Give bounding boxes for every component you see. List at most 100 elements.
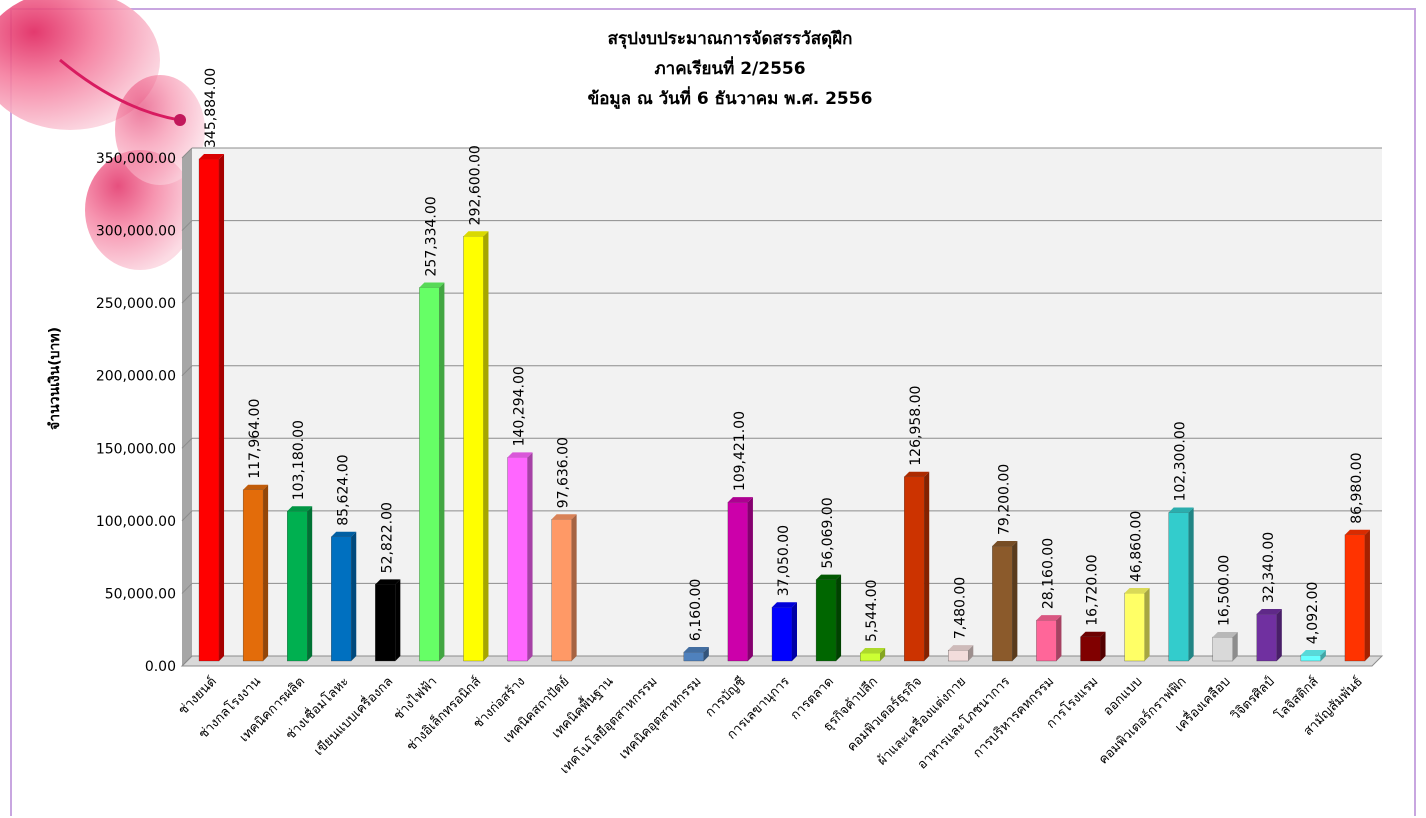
bar-top bbox=[1300, 650, 1326, 656]
bar bbox=[1124, 592, 1145, 662]
bar-top bbox=[816, 574, 842, 580]
data-label: 103,180.00 bbox=[291, 420, 307, 500]
bar-top bbox=[772, 602, 797, 608]
bar bbox=[375, 584, 396, 662]
bar-top bbox=[419, 282, 445, 288]
x-tick-label: ออกแบบ bbox=[1101, 674, 1146, 719]
data-label: 102,300.00 bbox=[1173, 421, 1189, 501]
bar-side bbox=[1188, 507, 1194, 661]
bar-side bbox=[483, 231, 489, 661]
data-label: 109,421.00 bbox=[732, 411, 748, 491]
data-label: 32,340.00 bbox=[1261, 532, 1277, 603]
bar bbox=[1080, 636, 1101, 662]
bar-side bbox=[1056, 615, 1062, 661]
bar-side bbox=[219, 153, 225, 662]
y-tick-label: 150,000.00 bbox=[96, 441, 176, 457]
bar bbox=[948, 649, 969, 662]
bar bbox=[683, 651, 705, 662]
bar-side bbox=[880, 647, 886, 661]
data-label: 345,884.00 bbox=[203, 68, 219, 148]
bar-side bbox=[527, 452, 533, 661]
bar bbox=[1344, 534, 1366, 662]
bar-top bbox=[287, 506, 313, 512]
x-tick-label: เทคนิคอุตสาหกรรม bbox=[616, 674, 704, 762]
bar-top bbox=[904, 471, 930, 477]
bar-top bbox=[507, 452, 533, 458]
bar-side bbox=[1232, 632, 1238, 661]
y-tick-label: 250,000.00 bbox=[96, 296, 176, 312]
bar-side bbox=[395, 579, 401, 661]
bar-top bbox=[1256, 609, 1282, 615]
data-label: 126,958.00 bbox=[908, 386, 924, 466]
bar bbox=[904, 476, 925, 662]
bar-top bbox=[948, 645, 974, 651]
y-tick-label: 300,000.00 bbox=[96, 224, 176, 240]
data-label: 7,480.00 bbox=[952, 577, 968, 639]
bar-side bbox=[747, 497, 753, 661]
data-label: 292,600.00 bbox=[467, 145, 483, 225]
bar-side bbox=[571, 514, 577, 661]
gridline-side bbox=[181, 655, 193, 667]
bar-side bbox=[703, 647, 709, 661]
chart-title: สรุปงบประมาณการจัดสรรวัสดุฝึก bbox=[607, 29, 853, 49]
bar-top bbox=[1212, 632, 1238, 638]
data-label: 4,092.00 bbox=[1305, 582, 1321, 644]
bar bbox=[859, 652, 881, 662]
bar-top bbox=[860, 647, 886, 653]
bar bbox=[771, 607, 793, 662]
bar-side bbox=[439, 282, 445, 661]
x-tick-label: เขียนแบบเครื่องกล bbox=[310, 673, 396, 759]
bar-side bbox=[836, 574, 842, 661]
data-label: 28,160.00 bbox=[1040, 538, 1056, 609]
data-label: 85,624.00 bbox=[335, 454, 351, 525]
bar bbox=[419, 287, 440, 662]
bar-top bbox=[199, 153, 225, 159]
bar-side bbox=[792, 602, 797, 661]
bar bbox=[727, 502, 749, 662]
bar-side bbox=[968, 645, 974, 661]
plot-side-wall bbox=[182, 148, 192, 666]
bar bbox=[815, 579, 837, 662]
bar-side bbox=[1364, 529, 1370, 661]
data-label: 117,964.00 bbox=[247, 399, 263, 479]
data-label: 97,636.00 bbox=[556, 437, 572, 508]
bar-top bbox=[243, 484, 269, 490]
y-tick-label: 0.00 bbox=[145, 659, 176, 675]
bar-side bbox=[1144, 587, 1150, 661]
bar bbox=[1256, 613, 1277, 662]
x-tick-label: การบริหารคหกรรม bbox=[970, 674, 1057, 761]
bar bbox=[331, 536, 352, 662]
data-label: 46,860.00 bbox=[1129, 511, 1145, 582]
data-label: 79,200.00 bbox=[996, 464, 1012, 535]
bar-top bbox=[727, 497, 753, 503]
y-tick-label: 50,000.00 bbox=[105, 586, 176, 602]
gridline-side bbox=[181, 220, 193, 231]
data-label: 257,334.00 bbox=[423, 196, 439, 276]
data-label: 37,050.00 bbox=[776, 525, 792, 596]
bar bbox=[1168, 512, 1189, 662]
data-label: 86,980.00 bbox=[1349, 452, 1365, 523]
y-tick-label: 100,000.00 bbox=[96, 514, 176, 530]
bar-top bbox=[683, 647, 709, 653]
y-tick-label: 350,000.00 bbox=[96, 151, 176, 167]
x-tick-label: ช่างอิเล็กทรอนิกส์ bbox=[402, 672, 485, 755]
data-label: 56,069.00 bbox=[820, 497, 836, 568]
bar-top bbox=[331, 531, 357, 537]
bar-top bbox=[551, 514, 577, 520]
bar bbox=[463, 236, 484, 662]
data-label: 16,500.00 bbox=[1217, 555, 1233, 626]
bar bbox=[1300, 654, 1322, 662]
bar-top bbox=[1124, 587, 1150, 593]
bar bbox=[287, 511, 308, 662]
bar-top bbox=[1168, 507, 1194, 513]
bar-side bbox=[263, 484, 269, 661]
data-label: 140,294.00 bbox=[512, 366, 528, 446]
x-tick-label: ช่างยนต์ bbox=[175, 674, 220, 719]
data-label: 6,160.00 bbox=[688, 579, 704, 641]
data-label: 52,822.00 bbox=[379, 502, 395, 573]
bar-side bbox=[924, 471, 930, 661]
bar-top bbox=[1036, 615, 1062, 621]
bar bbox=[551, 519, 572, 662]
bar bbox=[1036, 619, 1057, 662]
x-tick-label: วิจิตรศิลป์ bbox=[1227, 674, 1278, 725]
